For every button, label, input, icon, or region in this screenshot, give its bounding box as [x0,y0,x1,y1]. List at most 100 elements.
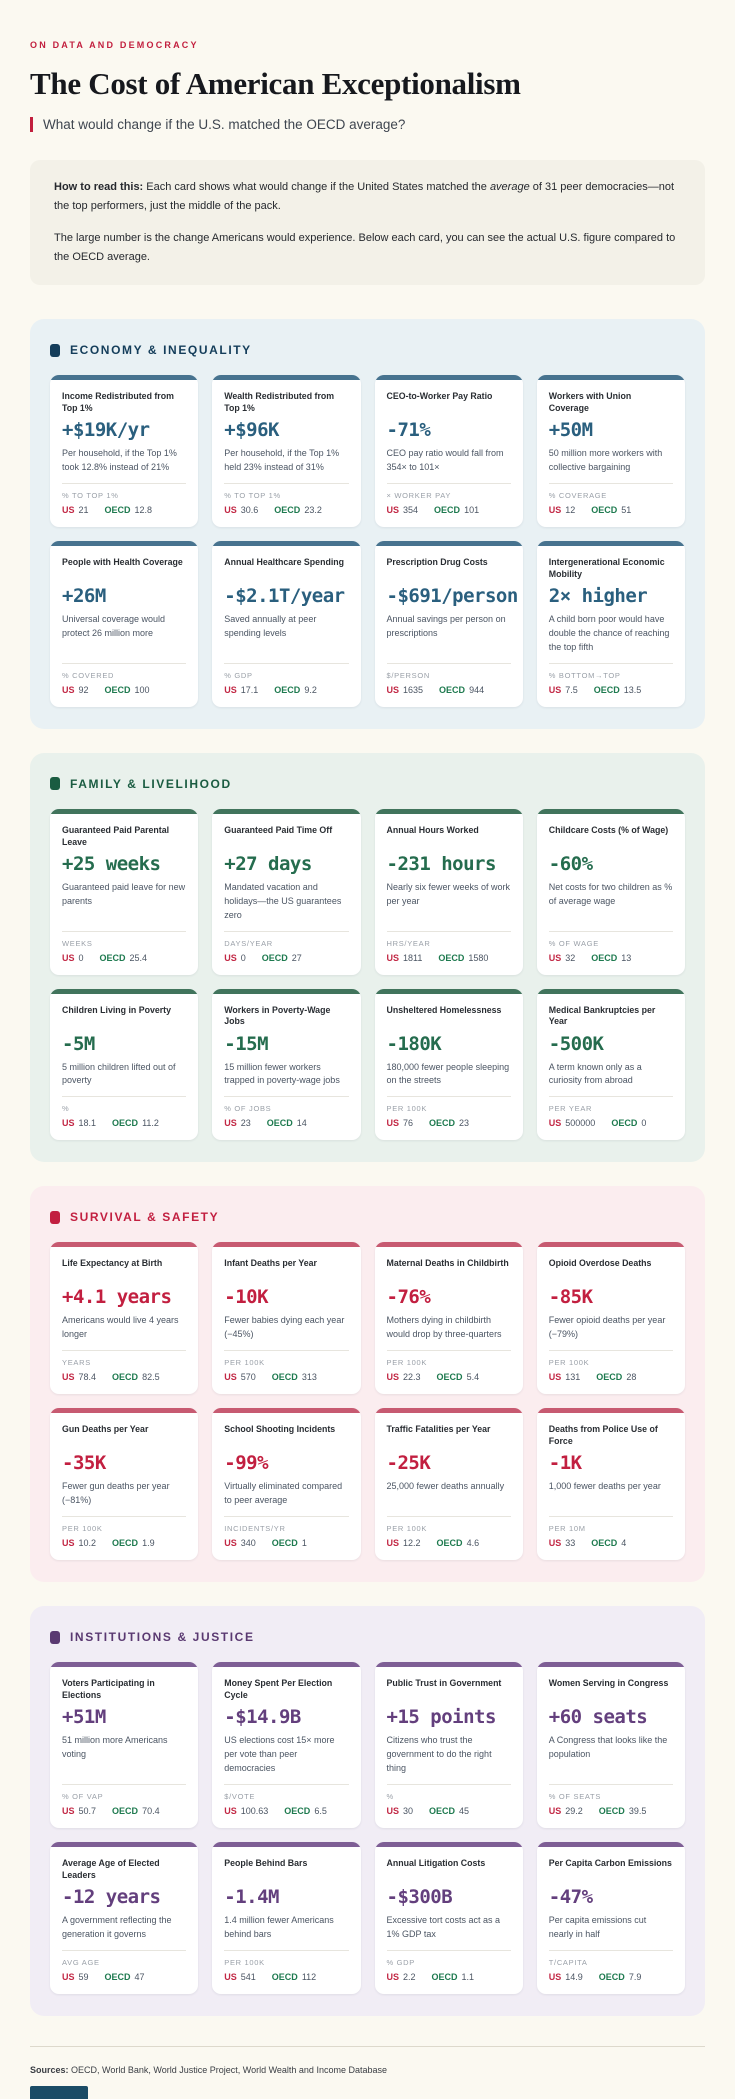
footer-accent-bar [30,2085,88,2099]
section-label: ECONOMY & INEQUALITY [70,343,252,357]
us-value: 32 [565,952,576,963]
oecd-value: 11.2 [142,1118,159,1129]
us-label: US [548,684,562,695]
oecd-stat: OECD 100 [105,685,150,695]
card-description: Fewer babies dying each year (−45%) [224,1315,345,1340]
oecd-label: OECD [266,1118,293,1129]
us-value: 14.9 [565,1971,583,1982]
oecd-value: 25.4 [129,952,148,963]
us-value: 59 [78,1971,89,1982]
card-description: 51 million more Americans voting [62,1735,168,1760]
card-accent-bar [212,1408,361,1414]
stat-comparison-row: US 100.63 OECD 6.5 [224,1806,348,1816]
card-body: Annual Hours Worked -231 hours Nearly six … [375,814,523,975]
stat-unit-label: × WORKER PAY [386,490,452,500]
card-divider [548,482,673,484]
footer-divider [30,2045,705,2047]
section-institutions: INSTITUTIONS & JUSTICE Voters Participati… [30,1606,705,2016]
stat-card: Childcare Costs (% of Wage) -60% Net costs… [536,808,685,975]
card-stats: PER 100K US 76 OECD 23 [386,1088,511,1129]
card-accent-bar [536,1662,685,1668]
section-swatch-icon [50,777,60,791]
stat-card: Income Redistributed from Top 1% +$19K/yr… [50,375,199,527]
card-big-value: -12 years [62,1885,161,1908]
stat-card: Guaranteed Paid Time Off +27 days Mandated… [212,808,361,975]
stat-comparison-row: US 1811 OECD 1580 [387,953,511,963]
us-stat: US 59 [62,1972,89,1982]
card-body: Income Redistributed from Top 1% +$19K/yr… [50,380,198,527]
card-accent-bar [536,375,685,380]
card-divider [224,1949,349,1951]
us-label: US [548,1118,562,1129]
oecd-value: 1580 [468,952,489,963]
us-label: US [62,1805,75,1816]
page-title: The Cost of American Exceptionalism [30,66,521,101]
us-value: 7.5 [565,684,578,695]
oecd-value: 1.9 [142,1538,155,1549]
oecd-label: OECD [284,1805,311,1816]
section-label: FAMILY & LIVELIHOOD [70,776,232,791]
card-divider [548,1350,673,1352]
card-big-value: -60% [548,852,593,875]
oecd-label: OECD [429,1118,456,1129]
oecd-value: 5.4 [466,1372,480,1383]
card-description: Per household, if the Top 1% held 23% in… [224,448,340,472]
card-description: Saved annually at peer spending levels [224,613,317,638]
stat-card: Voters Participating in Elections +51M 51 … [50,1662,199,1828]
stat-unit-label: PER 100K [386,1104,428,1114]
card-big-value: -15M [224,1032,269,1055]
us-stat: US 0 [224,953,246,963]
card-accent-bar [50,375,199,380]
card-description: 25,000 fewer deaths annually [386,1481,505,1492]
card-description: US elections cost 15× more per vote than… [224,1735,335,1773]
stat-unit-label: PER 100K [386,1524,428,1534]
card-body: Opioid Overdose Deaths -85K Fewer opioid d… [537,1247,685,1394]
card-title: Annual Healthcare Spending [224,556,345,567]
us-value: 354 [403,504,419,515]
stat-comparison-row: US 131 OECD 28 [549,1372,673,1382]
card-description: A child born poor would have double the … [548,613,670,652]
us-label: US [62,1971,75,1982]
card-title: Workers in Poverty-Wage Jobs [224,1004,331,1027]
stat-comparison-row: US 23 OECD 14 [224,1118,348,1128]
stat-card: School Shooting Incidents -99% Virtually e… [212,1408,361,1561]
kicker: ON DATA AND DEMOCRACY [30,40,199,50]
sections-container: ECONOMY & INEQUALITY Income Redistributed… [30,319,705,2016]
card-big-value: 2× higher [548,584,648,607]
card-big-value: -1K [548,1452,582,1475]
card-accent-bar [374,1841,523,1847]
card-description: A term known only as a curiosity from ab… [548,1061,642,1086]
us-value: 2.2 [403,1971,416,1982]
oecd-value: 100 [134,684,150,695]
oecd-stat: OECD 13.5 [594,685,642,695]
card-big-value: +$96K [224,419,279,441]
card-stats: PER 100K US 22.3 OECD 5.4 [386,1342,511,1383]
card-body: Workers with Union Coverage +50M 50 millio… [537,380,685,527]
us-stat: US 1635 [387,685,424,695]
oecd-stat: OECD 1.1 [432,1972,475,1982]
oecd-stat: OECD 39.5 [599,1806,647,1816]
card-title: Money Spent Per Election Cycle [224,1678,333,1700]
us-label: US [386,1805,400,1816]
us-label: US [548,1372,562,1383]
oecd-label: OECD [112,1372,139,1383]
card-divider [386,930,511,932]
card-divider [62,482,187,484]
card-stats: % OF SEATS US 29.2 OECD 39.5 [548,1776,673,1816]
oecd-value: 82.5 [142,1372,160,1383]
card-accent-bar [50,540,199,546]
card-description: Net costs for two children as % of avera… [548,881,673,906]
stat-card: People Behind Bars -1.4M 1.4 million fewer… [212,1841,361,1994]
oecd-stat: OECD 47 [105,1972,145,1982]
stat-unit-label: % GDP [224,670,253,680]
us-stat: US 33 [549,1538,576,1548]
oecd-label: OECD [112,1805,139,1816]
us-stat: US 131 [549,1372,581,1382]
us-label: US [224,1805,237,1816]
us-value: 131 [565,1372,581,1383]
us-label: US [548,952,562,963]
how-to-text: Each card shows what would change if the… [143,181,490,193]
oecd-stat: OECD 51 [591,505,631,515]
oecd-value: 70.4 [142,1805,160,1816]
card-big-value: -$691/person [386,584,519,607]
